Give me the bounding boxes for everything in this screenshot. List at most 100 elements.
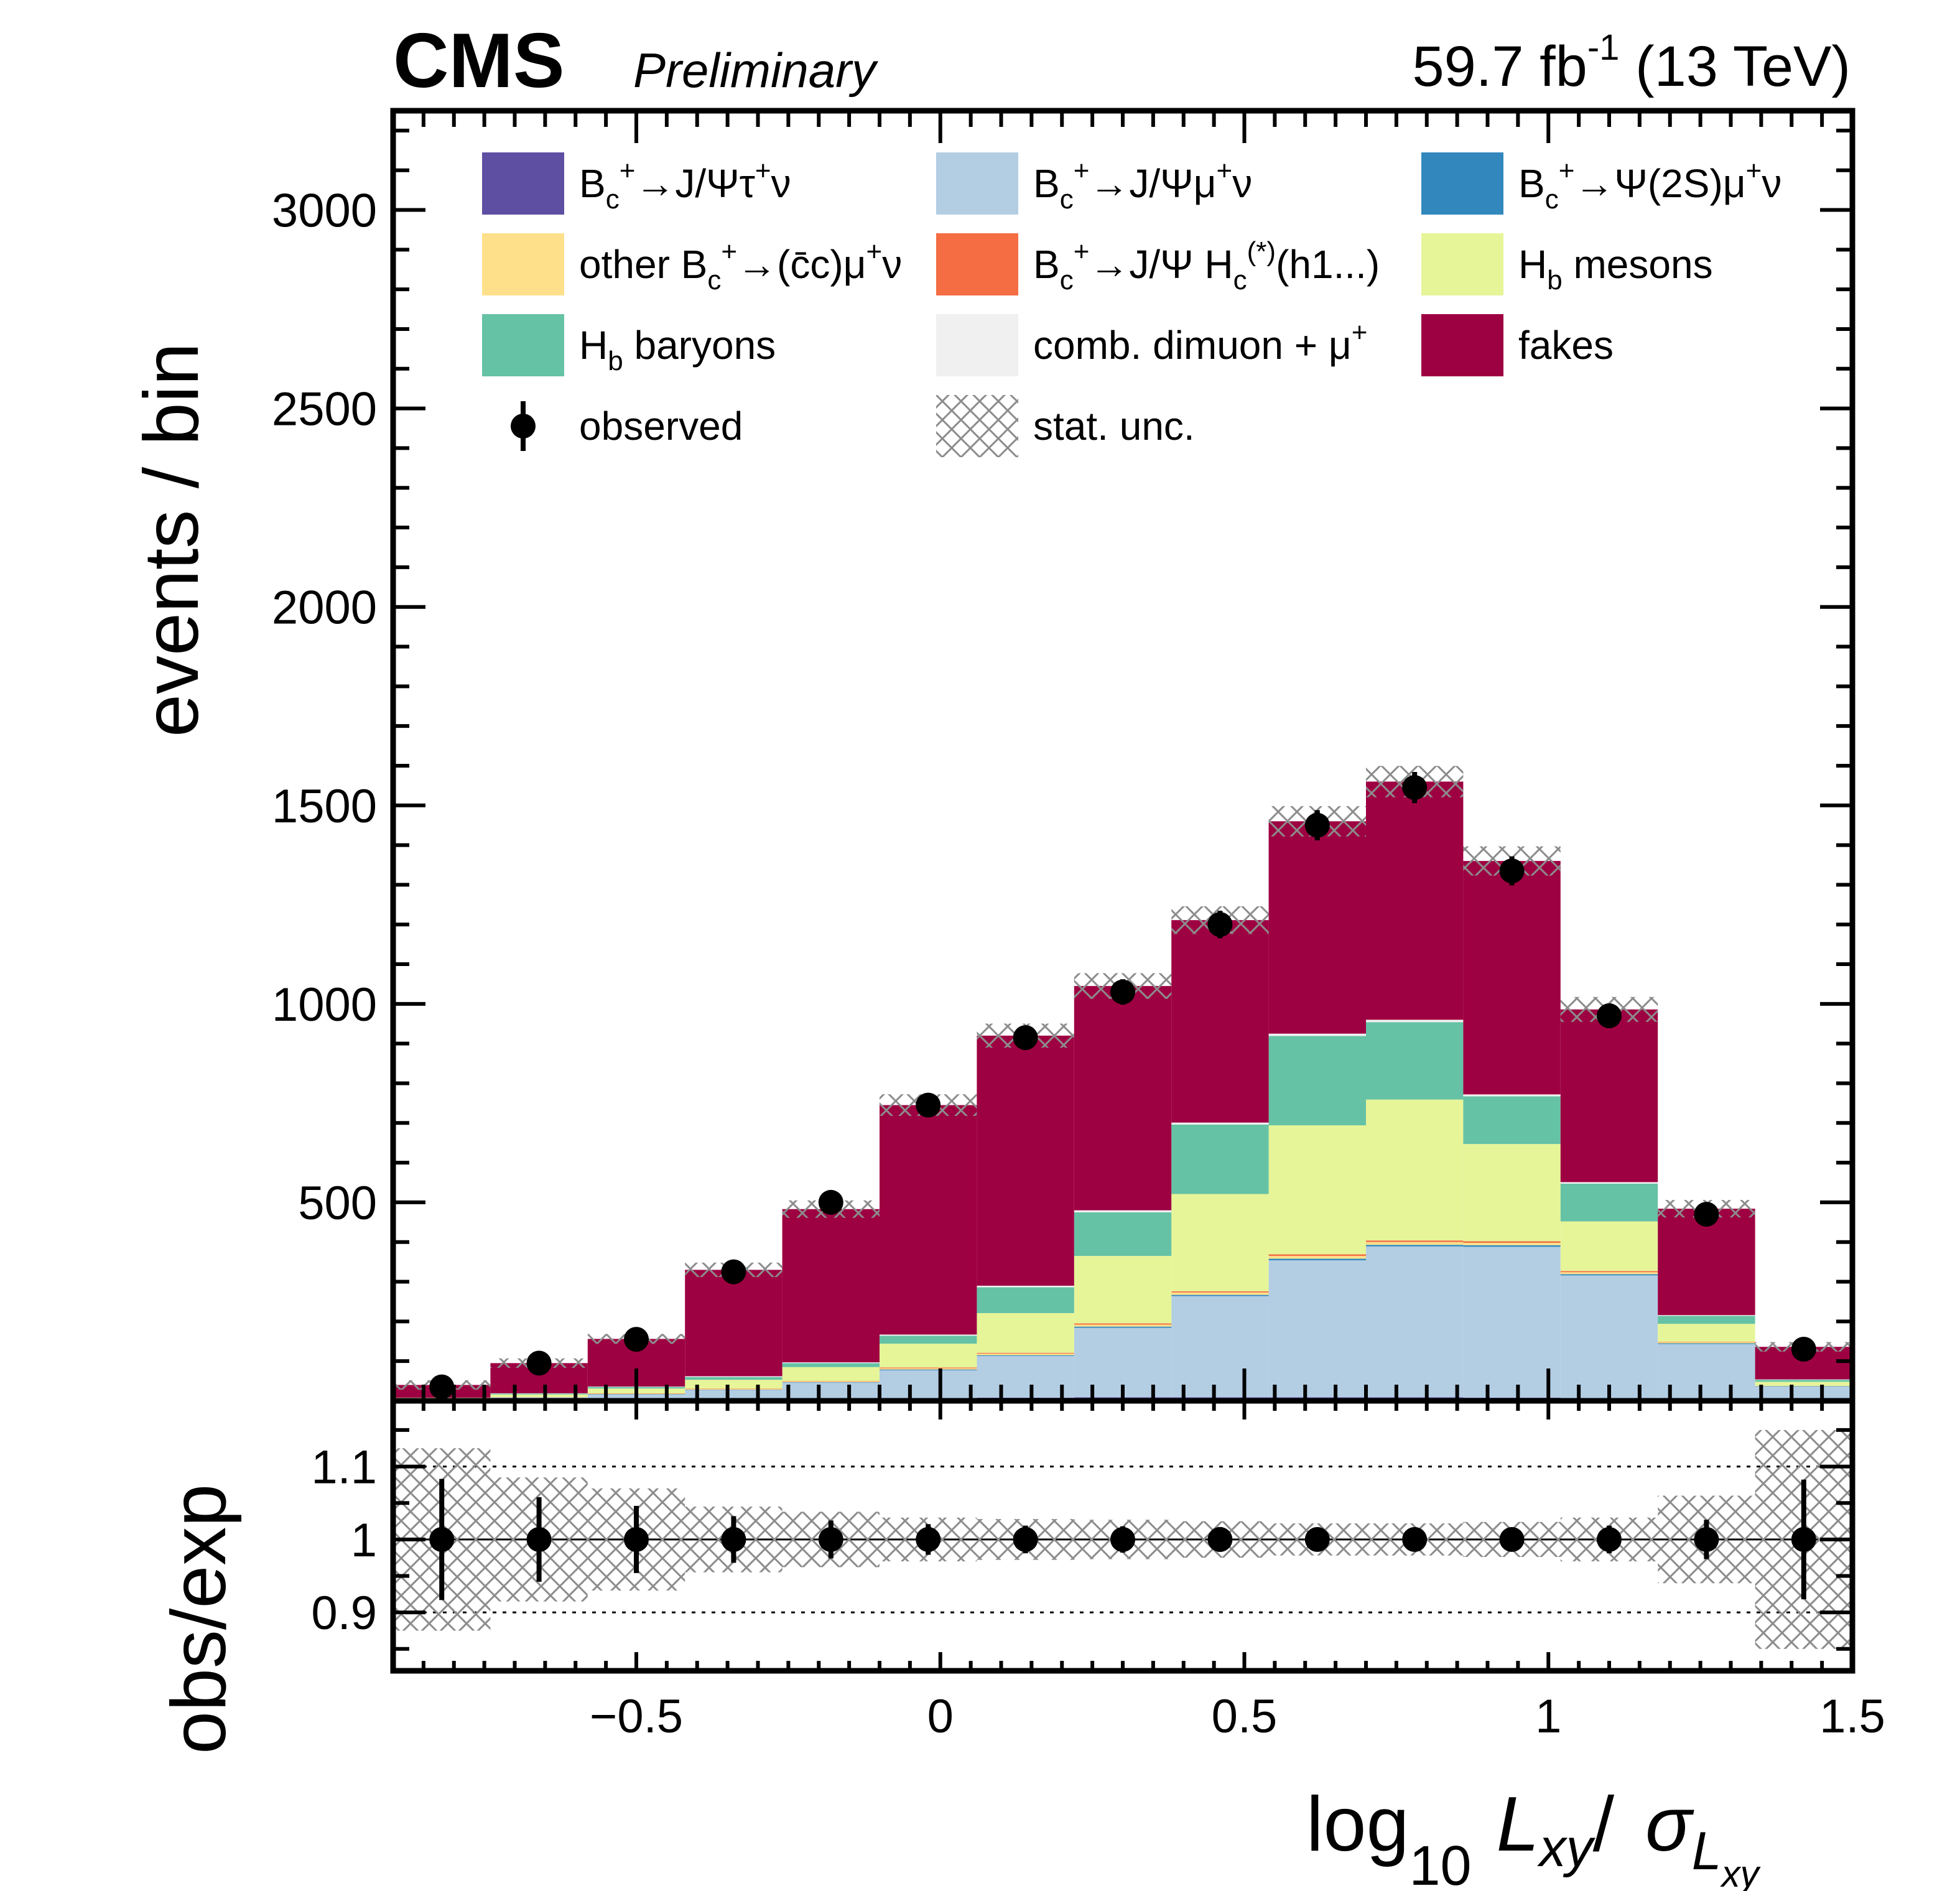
legend-entry-1: Bc+→J/Ψμ+ν [936, 152, 1252, 215]
bar-7-10 [1366, 1020, 1464, 1023]
ratio-point-4 [818, 1526, 843, 1552]
legend-label-part: c [707, 265, 721, 295]
y-axis-label: events / bin [129, 343, 215, 737]
bar-3-14 [1755, 1385, 1852, 1387]
legend-label-part: B [1518, 161, 1545, 206]
obs-point-5 [916, 1092, 941, 1118]
bar-4-4 [782, 1381, 880, 1382]
bar-2-4 [782, 1382, 880, 1383]
ratio-point-8 [1207, 1526, 1233, 1552]
legend-label-part: b [608, 346, 623, 376]
bar-3-3 [685, 1388, 783, 1390]
bar-6-6 [977, 1287, 1074, 1313]
x-axis-label-sigma: σ [1645, 1782, 1694, 1867]
legend-label-part: comb. dimuon + μ [1033, 323, 1352, 368]
bar-3-9 [1268, 1256, 1366, 1259]
bar-1-14 [1755, 1387, 1852, 1401]
bar-3-11 [1463, 1243, 1561, 1245]
legend-label-part: + [620, 156, 636, 186]
x-tick-label: −0.5 [590, 1690, 683, 1743]
legend-label-part: other B [579, 242, 707, 287]
legend-swatch-hatch [936, 395, 1018, 457]
bar-3-5 [880, 1368, 977, 1370]
bar-1-11 [1463, 1247, 1561, 1398]
obs-point-13 [1694, 1202, 1719, 1227]
ratio-point-9 [1304, 1526, 1330, 1552]
legend-label-part: observed [579, 404, 743, 448]
legend-label-part: (*) [1247, 236, 1276, 267]
ratio-point-1 [526, 1526, 552, 1552]
legend-entry-6: Hb baryons [482, 314, 776, 376]
x-axis-label-l: L [1497, 1782, 1540, 1867]
series-1 [393, 1246, 1852, 1401]
y-tick-label: 2000 [272, 582, 377, 634]
legend-label-part: →(c̄c)μ [737, 242, 866, 287]
legend-label-part: + [1217, 156, 1233, 186]
legend-label-part: →J/Ψ H [1089, 242, 1233, 287]
bar-7-6 [977, 1285, 1074, 1288]
obs-point-9 [1304, 812, 1330, 838]
series-5 [393, 1099, 1852, 1399]
ratio-points [429, 1479, 1816, 1601]
legend-label-part: + [755, 156, 771, 186]
legend-swatch [482, 152, 564, 215]
bar-5-10 [1366, 1099, 1464, 1241]
legend-entry-8: fakes [1421, 314, 1614, 376]
bar-5-11 [1463, 1144, 1561, 1242]
bar-3-1 [490, 1396, 588, 1398]
legend-swatch [936, 314, 1018, 376]
bar-4-10 [1366, 1240, 1464, 1242]
bar-3-7 [1074, 1324, 1172, 1327]
obs-point-11 [1499, 858, 1525, 884]
stacked-histogram [393, 781, 1852, 1401]
bar-2-13 [1658, 1343, 1755, 1344]
bar-6-9 [1268, 1036, 1366, 1126]
legend-label-part: b [1547, 265, 1562, 295]
legend-label-part: + [866, 236, 883, 267]
legend-label-part: c [1060, 184, 1074, 215]
bar-4-12 [1560, 1271, 1658, 1273]
experiment-label: CMS [393, 18, 565, 104]
ratio-point-12 [1597, 1526, 1622, 1552]
bar-8-11 [1463, 861, 1561, 1095]
legend-entry-0: Bc+→J/Ψτ+ν [482, 152, 791, 215]
legend-label: Bc+→J/Ψμ+ν [1033, 156, 1252, 215]
obs-point-6 [1013, 1025, 1038, 1051]
series-6 [490, 1022, 1852, 1395]
bar-6-11 [1463, 1096, 1561, 1145]
bar-2-11 [1463, 1245, 1561, 1247]
legend-entry-2: Bc+→Ψ(2S)μ+ν [1421, 152, 1781, 215]
bar-2-9 [1268, 1258, 1366, 1261]
legend-label-part: c [1233, 265, 1247, 295]
bar-1-13 [1658, 1344, 1755, 1400]
legend-label-part: mesons [1563, 242, 1713, 287]
bar-4-6 [977, 1352, 1074, 1354]
bar-7-5 [880, 1334, 977, 1336]
legend-label-part: B [579, 161, 606, 206]
legend-label-part: baryons [623, 323, 776, 368]
bar-5-14 [1755, 1382, 1852, 1386]
bar-7-12 [1560, 1182, 1658, 1184]
bar-5-5 [880, 1344, 977, 1368]
bar-3-8 [1171, 1292, 1269, 1295]
legend-label-part: H [579, 323, 608, 368]
x-tick-label: 1.5 [1819, 1690, 1885, 1743]
legend-entry-10: stat. unc. [936, 395, 1195, 457]
legend-label-part: stat. unc. [1033, 404, 1195, 448]
bar-7-8 [1171, 1122, 1269, 1125]
bar-8-5 [880, 1105, 977, 1335]
bar-5-13 [1658, 1324, 1755, 1342]
series-8 [393, 781, 1852, 1398]
bar-6-1 [490, 1393, 588, 1395]
bar-4-11 [1463, 1241, 1561, 1243]
legend-label-part: + [1352, 317, 1368, 348]
legend-label-part: + [1559, 156, 1575, 186]
bar-1-6 [977, 1355, 1074, 1398]
legend-swatch [936, 233, 1018, 295]
ratio-point-11 [1499, 1526, 1525, 1552]
legend-label-part: c [1545, 184, 1559, 215]
bar-2-10 [1366, 1245, 1464, 1247]
legend-label-part: ν [1762, 161, 1781, 206]
x-axis-label-slash: / [1593, 1782, 1615, 1867]
